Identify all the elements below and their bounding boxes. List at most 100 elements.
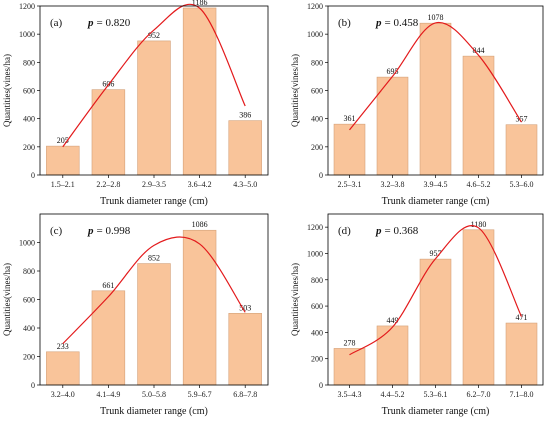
x-tick-label: 7.1–8.0 xyxy=(510,390,534,399)
y-tick-label: 600 xyxy=(311,302,323,311)
x-tick-label: 6.2–7.0 xyxy=(467,390,491,399)
y-tick-label: 0 xyxy=(31,171,35,180)
y-tick-label: 1200 xyxy=(307,223,323,232)
data-label: 205 xyxy=(57,136,69,145)
bar xyxy=(419,258,452,386)
data-label: 357 xyxy=(516,115,528,124)
chart-panel-1: 20560695211863860200400600800100012001.5… xyxy=(2,0,269,207)
bar xyxy=(91,89,126,176)
x-tick-label: 4.1–4.9 xyxy=(96,390,120,399)
x-tick-label: 1.5–2.1 xyxy=(51,180,75,189)
x-axis-title: Trunk diameter range (cm) xyxy=(100,196,208,207)
y-tick-label: 200 xyxy=(23,353,35,362)
bar xyxy=(376,76,409,176)
chart-panel-4: 278 449 957 1180 471 0 200 400 600 800 1000 1200 3.5… xyxy=(290,213,544,417)
y-tick-label: 400 xyxy=(23,324,35,333)
x-tick-label: 5.9–6.7 xyxy=(188,390,212,399)
data-label: 695 xyxy=(387,67,399,76)
x-tick-label: 4.3–5.0 xyxy=(233,180,257,189)
panel-label: (d) xyxy=(338,225,351,237)
p-value: = 0.368 xyxy=(385,225,419,237)
y-axis-title: Quantities(vines/ha) xyxy=(290,54,300,127)
bar xyxy=(46,351,80,386)
y-axis-title: Quantities(vines/ha) xyxy=(290,263,300,336)
p-value-annotation: p = 0.368 xyxy=(375,225,419,237)
data-label: 449 xyxy=(387,316,399,325)
y-tick-label: 600 xyxy=(23,87,35,96)
bar xyxy=(137,40,171,176)
panel-label: (b) xyxy=(338,17,351,29)
data-label: 1180 xyxy=(471,220,487,229)
y-tick-label: 800 xyxy=(311,58,323,67)
y-tick-label: 200 xyxy=(311,355,323,364)
data-label: 361 xyxy=(344,114,356,123)
chart-panel-2: 361 695 1078 844 357 0 200 400 600 800 1000 1200 2.5… xyxy=(290,2,544,207)
x-tick-label: 3.5–4.3 xyxy=(338,390,362,399)
bar xyxy=(376,325,409,386)
x-tick-label: 5.3–6.1 xyxy=(424,390,448,399)
y-tick-label: 0 xyxy=(31,381,35,390)
fit-curve xyxy=(62,236,246,345)
data-label: 386 xyxy=(239,111,251,120)
panel-label: (c) xyxy=(50,225,63,237)
p-value: = 0.458 xyxy=(385,17,419,29)
bar xyxy=(182,229,217,386)
p-symbol: p xyxy=(375,225,382,237)
y-tick-label: 1200 xyxy=(307,2,323,11)
x-axis-title: Trunk diameter range (cm) xyxy=(100,406,208,417)
x-tick-label: 3.6–4.2 xyxy=(188,180,212,189)
fit-curve xyxy=(349,225,523,356)
bar xyxy=(228,120,262,176)
data-label: 952 xyxy=(148,31,160,40)
y-axis-title: Quantities(vines/ha) xyxy=(2,54,12,127)
x-axis-title: Trunk diameter range (cm) xyxy=(382,406,490,417)
data-label: 844 xyxy=(473,46,485,55)
p-symbol: p xyxy=(87,225,94,237)
y-tick-label: 1200 xyxy=(19,2,35,11)
x-tick-label: 3.2–3.8 xyxy=(381,180,405,189)
bar xyxy=(462,229,495,386)
bar xyxy=(333,348,366,386)
p-symbol: p xyxy=(375,17,382,29)
data-label: 957 xyxy=(430,249,442,258)
data-label: 471 xyxy=(516,313,528,322)
bar xyxy=(91,290,126,386)
y-tick-label: 400 xyxy=(311,328,323,337)
fit-curve xyxy=(62,3,246,148)
bar xyxy=(137,263,171,386)
bar xyxy=(46,145,80,176)
p-value-annotation: p = 0.458 xyxy=(375,17,419,29)
x-tick-label: 2.9–3.5 xyxy=(142,180,166,189)
data-label: 1186 xyxy=(192,0,208,7)
data-label: 278 xyxy=(344,338,356,347)
data-label: 233 xyxy=(57,342,69,351)
chart-panel-3: 233 661 852 1086 503 0 200 400 600 800 1000 3.2–4.0… xyxy=(2,213,269,417)
p-symbol: p xyxy=(87,17,94,29)
y-tick-label: 800 xyxy=(311,276,323,285)
y-tick-label: 400 xyxy=(311,115,323,124)
x-tick-label: 3.9–4.5 xyxy=(424,180,448,189)
y-tick-label: 400 xyxy=(23,115,35,124)
y-tick-label: 800 xyxy=(23,267,35,276)
y-tick-label: 200 xyxy=(311,143,323,152)
data-label: 661 xyxy=(102,281,114,290)
bar xyxy=(462,55,495,176)
fit-curve xyxy=(349,22,523,131)
x-tick-label: 5.3–6.0 xyxy=(510,180,534,189)
panel-label: (a) xyxy=(50,17,63,29)
x-tick-label: 2.2–2.8 xyxy=(96,180,120,189)
bar xyxy=(333,123,366,176)
data-label: 503 xyxy=(239,303,251,312)
y-tick-label: 800 xyxy=(23,58,35,67)
x-tick-label: 2.5–3.1 xyxy=(338,180,362,189)
y-tick-label: 600 xyxy=(311,87,323,96)
y-tick-label: 1000 xyxy=(19,30,35,39)
y-tick-label: 1000 xyxy=(307,249,323,258)
y-axis-title: Quantities(vines/ha) xyxy=(2,263,12,336)
p-value: = 0.820 xyxy=(97,17,131,29)
x-tick-label: 4.6–5.2 xyxy=(467,180,491,189)
data-label: 852 xyxy=(148,254,160,263)
y-tick-label: 1000 xyxy=(307,30,323,39)
x-tick-label: 5.0–5.8 xyxy=(142,390,166,399)
